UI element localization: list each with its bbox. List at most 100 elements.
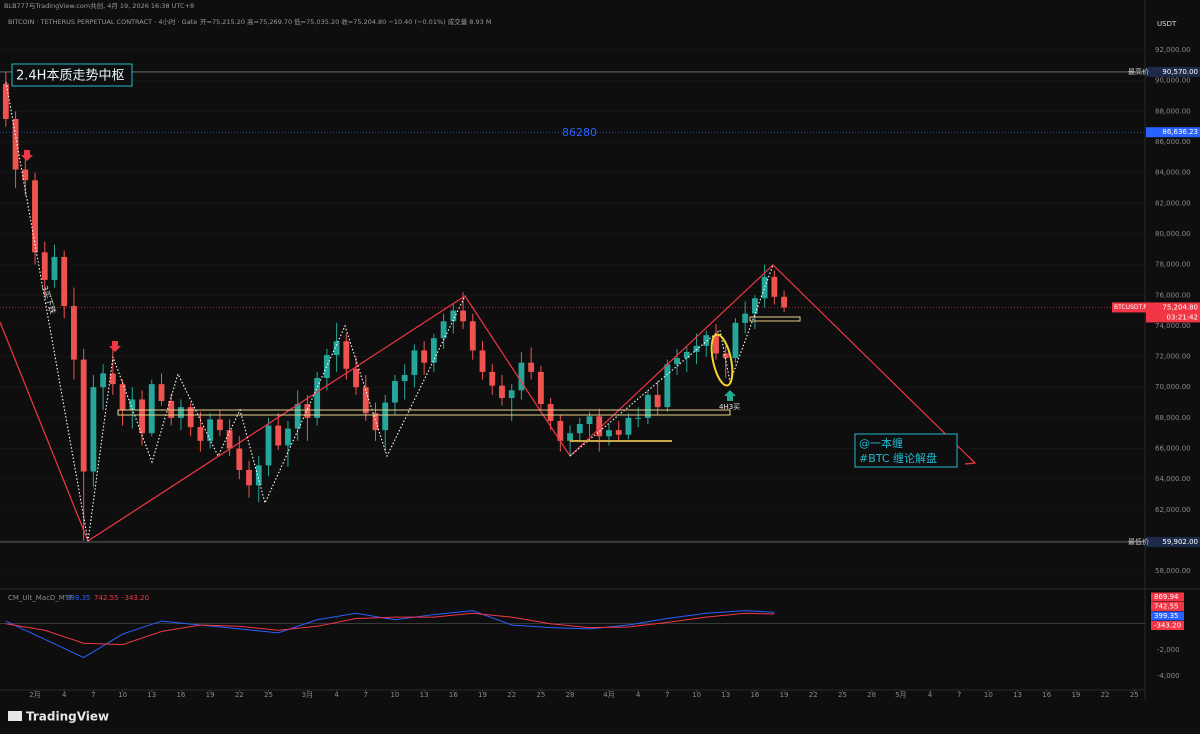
candle-body <box>761 276 768 299</box>
highlight-loop <box>710 333 734 387</box>
x-tick-label: 22 <box>507 691 516 699</box>
candle-body <box>343 341 350 369</box>
sell-arrow <box>21 150 33 161</box>
y-tick-label: 64,000.00 <box>1155 475 1191 483</box>
candle-body <box>722 353 729 359</box>
candle-body <box>644 394 651 418</box>
last-price-tag <box>1146 302 1200 323</box>
annotation: 86280 <box>562 126 597 139</box>
x-tick-label: 10 <box>391 691 400 699</box>
x-tick-label: 4月 <box>603 691 614 699</box>
candle-body <box>246 469 252 486</box>
axis-tag-label: 742.55 <box>1154 603 1179 611</box>
annotation: 2.4H本质走势中枢 <box>16 68 124 84</box>
countdown: 03:21:42 <box>1167 313 1198 321</box>
y-tick-label: 62,000.00 <box>1155 506 1191 514</box>
y-tick-label: 74,000.00 <box>1155 322 1191 330</box>
candle-body <box>372 413 379 431</box>
candle-body <box>80 359 87 472</box>
y-tick-label: -4,000 <box>1157 672 1180 680</box>
candle-body <box>333 341 340 356</box>
annotation: @一本缠 <box>859 436 903 450</box>
candle-body <box>362 387 369 414</box>
price-tag <box>1146 536 1200 547</box>
sell-arrow <box>109 341 121 352</box>
candle-body <box>421 350 428 363</box>
annotation: 4H3买 <box>719 403 740 411</box>
candle-body <box>606 430 612 437</box>
candle-body <box>61 256 68 306</box>
candle-body <box>382 402 389 431</box>
y-tick-label: 82,000.00 <box>1155 199 1191 207</box>
x-tick-label: 25 <box>838 691 847 699</box>
candle-body <box>693 345 700 352</box>
candle-body <box>158 384 165 402</box>
candle-body <box>187 407 194 428</box>
drawings <box>0 63 977 542</box>
y-tick-label: 90,000.00 <box>1155 77 1191 85</box>
x-tick-label: 19 <box>206 691 215 699</box>
last-price-label: 75,204.80 <box>1162 303 1198 311</box>
x-tick-label: 28 <box>867 691 876 699</box>
y-tick-label: 68,000.00 <box>1155 414 1191 422</box>
candle-body <box>537 371 544 405</box>
price-tag-name: 最低价 <box>1128 537 1149 546</box>
x-tick-label: 13 <box>721 691 730 699</box>
buy-arrow <box>724 390 736 401</box>
candle-body <box>557 420 564 441</box>
candle-body <box>576 424 583 434</box>
trend-lines <box>0 264 976 542</box>
candle-body <box>430 338 437 363</box>
candle-body <box>635 417 642 419</box>
price-tag-label: 86,636.23 <box>1162 128 1198 136</box>
candle-body <box>285 428 291 446</box>
y-tick-label: 86,000.00 <box>1155 138 1191 146</box>
candle-body <box>469 321 476 351</box>
y-tick-label: -2,000 <box>1157 646 1180 654</box>
candle-body <box>139 399 145 434</box>
x-tick-label: 28 <box>566 691 575 699</box>
x-tick-label: 19 <box>780 691 789 699</box>
currency[interactable]: USDT <box>1157 20 1177 28</box>
candle-body <box>771 276 778 297</box>
candle-body <box>392 381 398 403</box>
candle-body <box>148 384 155 434</box>
axis-tag <box>1151 611 1184 621</box>
x-tick-label: 4 <box>62 691 67 699</box>
axis-tag <box>1151 621 1184 630</box>
arrow-head <box>964 455 977 465</box>
x-tick-label: 13 <box>1013 691 1022 699</box>
candle-body <box>323 355 330 379</box>
candle-body <box>22 169 29 181</box>
candle-body <box>41 252 48 280</box>
x-tick-label: 13 <box>147 691 156 699</box>
candle-body <box>255 465 262 486</box>
candle-body <box>304 404 311 418</box>
candle-body <box>615 430 622 435</box>
candle-body <box>51 256 58 280</box>
brand: TradingView <box>26 710 109 724</box>
x-tick-label: 19 <box>1071 691 1080 699</box>
candle-body <box>353 368 359 388</box>
candle-body <box>275 425 282 446</box>
price-tag-label: 59,902.00 <box>1162 538 1198 546</box>
logo-mark <box>8 711 22 721</box>
y-tick-label: 72,000.00 <box>1155 353 1191 361</box>
symbol-tag <box>1112 302 1148 313</box>
candle-body <box>479 350 486 372</box>
center-box <box>117 409 731 416</box>
axis-tag-label: -343.20 <box>1154 622 1181 630</box>
x-tick-label: 7 <box>957 691 961 699</box>
indicator-readout: 742.55 <box>94 594 119 602</box>
zigzag <box>5 81 466 542</box>
candle-body <box>567 433 573 441</box>
candle-body <box>499 385 505 398</box>
candle-body <box>547 404 554 421</box>
candle-body <box>294 404 301 429</box>
y-tick-label: 76,000.00 <box>1155 291 1191 299</box>
candle-body <box>528 362 535 372</box>
indicator-line <box>5 610 775 659</box>
candle-body <box>664 364 671 408</box>
label-box <box>11 63 133 87</box>
